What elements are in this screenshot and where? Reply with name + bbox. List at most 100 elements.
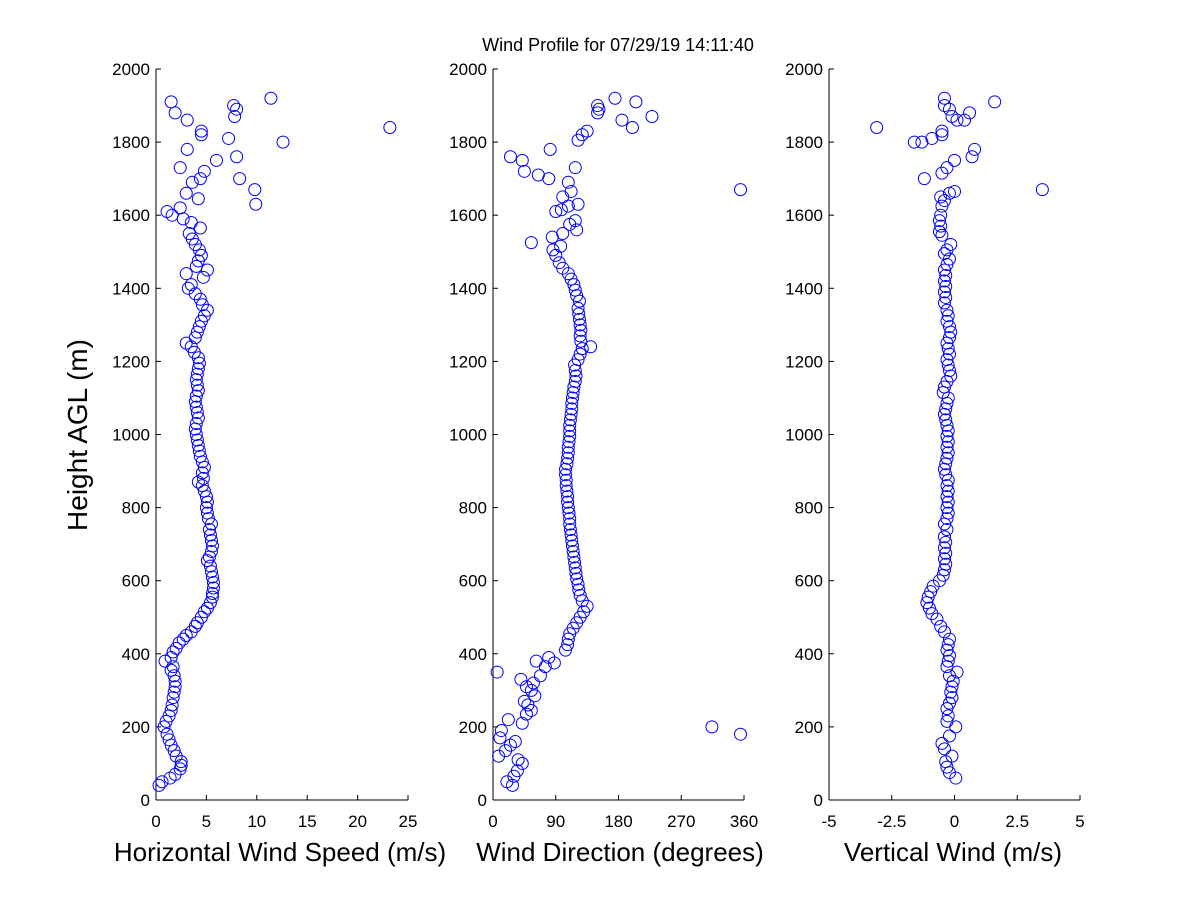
data-point [565, 533, 579, 547]
data-point [197, 605, 211, 619]
data-point [383, 120, 397, 134]
data-point [572, 312, 586, 326]
data-point [503, 738, 517, 752]
data-point [968, 142, 982, 156]
data-point [563, 523, 577, 537]
y-tick-label: 0 [814, 791, 823, 810]
data-point [190, 378, 204, 392]
y-tick-label: 800 [122, 499, 150, 518]
data-point [940, 451, 954, 465]
data-point [157, 720, 171, 734]
data-point [556, 226, 570, 240]
panel-direction: 0 200 400 600 800 1000 1200 1400 1600 1800 2000 0 90… [449, 60, 764, 867]
data-point [1035, 183, 1049, 197]
data-point [191, 411, 205, 425]
y-tick-label: 1800 [112, 133, 150, 152]
data-point [562, 435, 576, 449]
panel-speed: 0 200 400 600 800 1000 1200 1400 1600 1800 2000 0 5 1… [112, 60, 446, 867]
data-point [568, 161, 582, 175]
data-point [561, 440, 575, 454]
data-point [510, 764, 524, 778]
data-point [197, 164, 211, 178]
data-point [568, 214, 582, 228]
data-point [543, 142, 557, 156]
data-point [191, 362, 205, 376]
data-point [549, 205, 563, 219]
data-point [941, 309, 955, 323]
data-point [937, 99, 951, 113]
data-point [941, 484, 955, 498]
data-point [501, 713, 515, 727]
data-point [563, 517, 577, 531]
data-point [169, 749, 183, 763]
data-point [197, 484, 211, 498]
y-axis-label: Height AGL (m) [62, 339, 93, 531]
data-point [564, 528, 578, 542]
data-point [222, 131, 236, 145]
data-point [939, 279, 953, 293]
data-point [176, 632, 190, 646]
data-point [173, 201, 187, 215]
data-point [937, 194, 951, 208]
data-point [566, 385, 580, 399]
data-point [190, 406, 204, 420]
y-tick-label: 0 [478, 791, 487, 810]
data-point [560, 457, 574, 471]
data-point [561, 501, 575, 515]
data-point [228, 110, 242, 124]
data-point [192, 320, 206, 334]
data-point [939, 535, 953, 549]
data-point [574, 323, 588, 337]
data-point [939, 546, 953, 560]
data-point [546, 243, 560, 257]
y-tick-label: 1600 [449, 206, 487, 225]
data-point [160, 205, 174, 219]
data-point [199, 501, 213, 515]
data-point [935, 124, 949, 138]
data-point [563, 418, 577, 432]
x-tick-label: 270 [667, 812, 695, 831]
x-tick-label: 5 [1075, 812, 1084, 831]
data-point [734, 727, 748, 741]
data-point [189, 389, 203, 403]
data-point [190, 433, 204, 447]
data-point [514, 672, 528, 686]
data-point [559, 479, 573, 493]
data-point [201, 512, 215, 526]
data-point [574, 334, 588, 348]
data-point [494, 724, 508, 738]
data-point [870, 120, 884, 134]
data-point [935, 736, 949, 750]
data-point [561, 638, 575, 652]
data-point [940, 760, 954, 774]
data-point [948, 184, 961, 198]
data-point [940, 440, 954, 454]
data-point [932, 225, 946, 239]
data-point [191, 384, 205, 398]
data-point [965, 150, 979, 164]
data-point [568, 561, 582, 575]
data-point [940, 314, 954, 328]
data-point [188, 619, 202, 633]
data-point [189, 417, 203, 431]
data-point [932, 214, 946, 228]
data-point [940, 490, 954, 504]
data-point [184, 216, 198, 230]
data-point [168, 680, 182, 694]
data-point [941, 342, 955, 356]
data-point [205, 590, 219, 604]
data-point [203, 528, 217, 542]
x-axis-label-vertical: Vertical Wind (m/s) [844, 837, 1062, 867]
data-point [202, 523, 216, 537]
data-points-vertical [870, 91, 1049, 785]
data-point [521, 698, 535, 712]
figure-title: Wind Profile for 07/29/19 14:11:40 [482, 35, 754, 55]
data-point [179, 186, 193, 200]
x-tick-label: 15 [298, 812, 317, 831]
data-point [166, 691, 180, 705]
data-point [935, 228, 949, 242]
x-tick-label: 25 [399, 812, 418, 831]
data-point [940, 714, 954, 728]
data-point [204, 533, 218, 547]
